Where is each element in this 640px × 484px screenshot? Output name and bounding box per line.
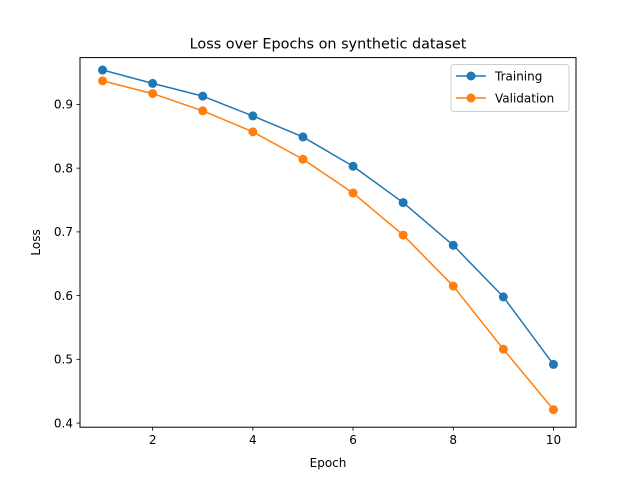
data-point-validation xyxy=(548,405,558,415)
data-point-training xyxy=(398,198,408,208)
y-tick-label: 0.8 xyxy=(54,161,73,175)
data-point-validation xyxy=(198,106,208,116)
plot-series xyxy=(98,65,558,415)
data-point-validation xyxy=(398,230,408,240)
data-point-validation xyxy=(348,188,358,198)
data-point-training xyxy=(148,78,158,88)
y-tick-label: 0.7 xyxy=(54,225,73,239)
y-tick-label: 0.5 xyxy=(54,353,73,367)
series-line-validation xyxy=(101,79,555,411)
data-point-validation xyxy=(448,281,458,291)
data-point-training xyxy=(198,91,208,101)
series-line-training xyxy=(101,69,555,366)
data-point-validation xyxy=(98,76,108,86)
legend: Training Validation xyxy=(450,64,570,112)
legend-label-validation: Validation xyxy=(495,92,554,106)
x-tick-label: 6 xyxy=(349,433,357,447)
data-point-training xyxy=(298,132,308,142)
y-tick-label: 0.9 xyxy=(54,98,73,112)
data-point-training xyxy=(448,240,458,250)
y-axis-label: Loss xyxy=(29,229,43,255)
x-tick-label: 4 xyxy=(249,433,257,447)
data-point-training xyxy=(98,65,108,75)
x-tick-label: 8 xyxy=(449,433,457,447)
data-point-training xyxy=(348,161,358,171)
data-point-validation xyxy=(298,154,308,164)
data-point-training xyxy=(248,111,258,121)
legend-marker-training xyxy=(466,71,476,81)
data-point-training xyxy=(498,292,508,302)
y-tick-label: 0.6 xyxy=(54,289,73,303)
legend-label-training: Training xyxy=(494,70,542,84)
chart-title: Loss over Epochs on synthetic dataset xyxy=(190,37,467,53)
data-point-validation xyxy=(248,127,258,137)
plot-frame xyxy=(79,57,577,428)
legend-marker-validation xyxy=(466,93,476,103)
x-axis-label: Epoch xyxy=(310,456,347,470)
data-point-validation xyxy=(148,89,158,99)
x-tick-label: 2 xyxy=(149,433,157,447)
y-tick-label: 0.4 xyxy=(54,416,73,430)
axis-ticks: 2 4 6 8 10 0.4 0.5 0.6 0.7 0.8 0.9 xyxy=(54,98,561,447)
data-point-training xyxy=(548,359,558,369)
x-tick-label: 10 xyxy=(546,433,561,447)
data-point-validation xyxy=(498,344,508,354)
